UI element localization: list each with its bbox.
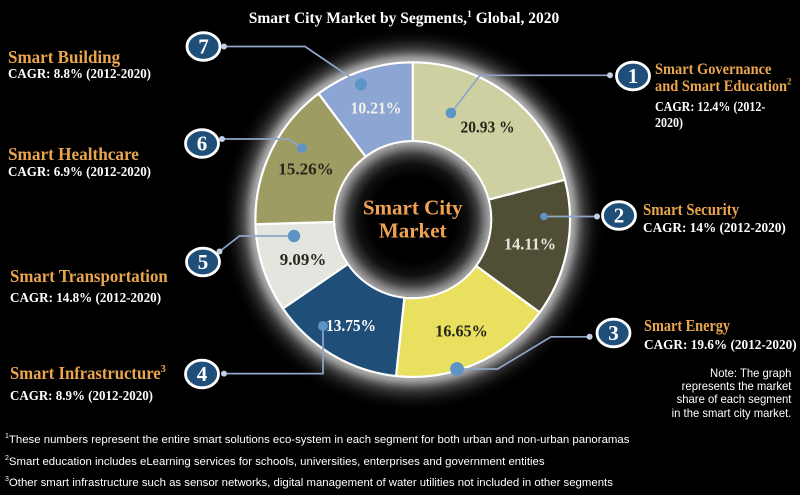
svg-text:Smart City: Smart City (363, 196, 463, 220)
svg-text:16.65%: 16.65% (435, 322, 488, 341)
svg-text:Market: Market (379, 219, 447, 243)
svg-text:1: 1 (628, 64, 639, 88)
svg-text:13.75%: 13.75% (326, 316, 376, 335)
svg-text:9.09%: 9.09% (280, 250, 327, 269)
svg-text:6: 6 (197, 132, 208, 156)
svg-text:7: 7 (198, 35, 209, 59)
svg-text:15.26%: 15.26% (278, 159, 334, 178)
svg-text:14.11%: 14.11% (504, 234, 556, 253)
svg-text:5: 5 (198, 250, 209, 274)
svg-text:10.21%: 10.21% (351, 99, 402, 118)
svg-text:20.93 %: 20.93 % (461, 117, 515, 136)
svg-text:3: 3 (608, 321, 619, 345)
svg-text:4: 4 (197, 362, 208, 386)
svg-text:2: 2 (614, 204, 625, 228)
